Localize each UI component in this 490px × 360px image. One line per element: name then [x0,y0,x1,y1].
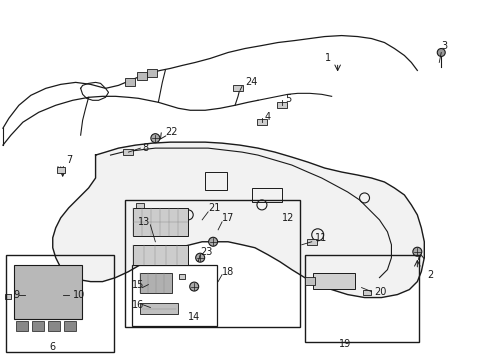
Text: 5: 5 [285,94,291,104]
Text: 8: 8 [143,143,148,153]
Text: 22: 22 [165,127,178,137]
Bar [125,78,135,86]
Text: 21: 21 [208,203,220,213]
Circle shape [413,247,422,256]
Bar [233,85,243,91]
Text: 14: 14 [188,312,200,323]
Circle shape [190,282,198,291]
Text: 6: 6 [49,342,56,352]
Text: 13: 13 [138,217,150,227]
Text: 20: 20 [374,287,387,297]
Text: 17: 17 [222,213,234,223]
Text: 15: 15 [132,280,145,289]
Bar [205,172,227,190]
Text: 3: 3 [441,41,447,50]
Text: 23: 23 [200,247,213,257]
Bar [64,321,75,332]
Bar [32,321,44,332]
Bar [305,276,315,285]
Text: 7: 7 [66,155,72,165]
Bar [179,274,185,279]
Circle shape [437,49,445,57]
Bar [136,203,145,209]
Bar [123,149,133,155]
Text: 16: 16 [132,300,145,310]
Text: 9: 9 [13,289,19,300]
Bar [6,255,114,352]
Bar [313,273,355,289]
Bar [277,102,287,108]
Bar [133,245,188,265]
Bar [257,119,267,125]
Bar [14,265,82,319]
Bar [252,188,282,202]
Bar [137,72,147,80]
Bar [147,69,157,77]
Text: 11: 11 [315,233,327,243]
Bar [363,290,370,295]
Polygon shape [53,142,424,298]
Text: 4: 4 [265,112,271,122]
Text: 19: 19 [339,339,351,349]
Bar [141,273,172,293]
Bar [307,239,317,245]
Text: 1: 1 [325,54,331,63]
Text: 24: 24 [245,77,257,87]
Text: 12: 12 [282,213,294,223]
Bar [141,302,178,315]
Bar [125,200,300,328]
Bar [16,321,28,332]
Circle shape [209,237,218,246]
Bar [48,321,60,332]
Circle shape [196,253,205,262]
Text: 18: 18 [222,267,234,276]
Text: 2: 2 [427,270,434,280]
Bar [305,255,419,342]
Text: 10: 10 [73,289,85,300]
Bar [57,167,65,173]
Bar [74,294,81,299]
Bar [133,208,188,236]
Bar [5,294,11,299]
Circle shape [151,134,160,143]
Bar [132,265,217,327]
